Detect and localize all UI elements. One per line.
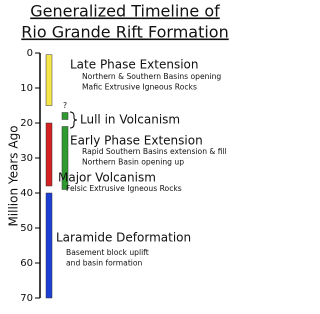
y-axis-label: Million Years Ago: [7, 125, 21, 226]
event-bar: [45, 54, 53, 106]
event-bar: [61, 112, 69, 120]
y-tick-label: 0: [27, 48, 33, 59]
event-bar: [45, 122, 53, 187]
event-name: Lull in Volcanism: [80, 113, 180, 127]
event-name: Late Phase Extension: [70, 58, 199, 72]
event-detail: Mafic Extrusive Igneous Rocks: [82, 83, 197, 92]
y-tick-label: 20: [20, 118, 33, 129]
event-name: Early Phase Extension: [70, 134, 203, 148]
event-detail: Northern Basin opening up: [82, 158, 184, 167]
event-detail: and basin formation: [66, 259, 143, 268]
title-line: Rio Grande Rift Formation: [21, 23, 228, 42]
y-tick-label: 60: [20, 258, 33, 269]
event-marker: ?: [63, 101, 67, 110]
y-tick-label: 10: [20, 83, 33, 94]
event-bar: [61, 126, 69, 190]
y-tick-label: 70: [20, 293, 33, 304]
event-detail: Felsic Extrusive Igneous Rocks: [66, 184, 182, 193]
event-detail: Basement block uplift: [66, 248, 149, 257]
event-name: Laramide Deformation: [56, 231, 191, 245]
event-bar: [45, 192, 53, 299]
y-tick-label: 30: [20, 153, 33, 164]
brace: [69, 111, 78, 129]
y-tick-label: 50: [20, 223, 33, 234]
event-detail: Rapid Southern Basins extension & fill: [82, 147, 227, 156]
y-tick-label: 40: [20, 188, 33, 199]
event-detail: Northern & Southern Basins opening: [82, 72, 221, 81]
title-line: Generalized Timeline of: [30, 2, 220, 21]
event-name: Major Volcanism: [58, 171, 156, 185]
chart: Generalized Timeline of Rio Grande Rift …: [7, 2, 229, 305]
